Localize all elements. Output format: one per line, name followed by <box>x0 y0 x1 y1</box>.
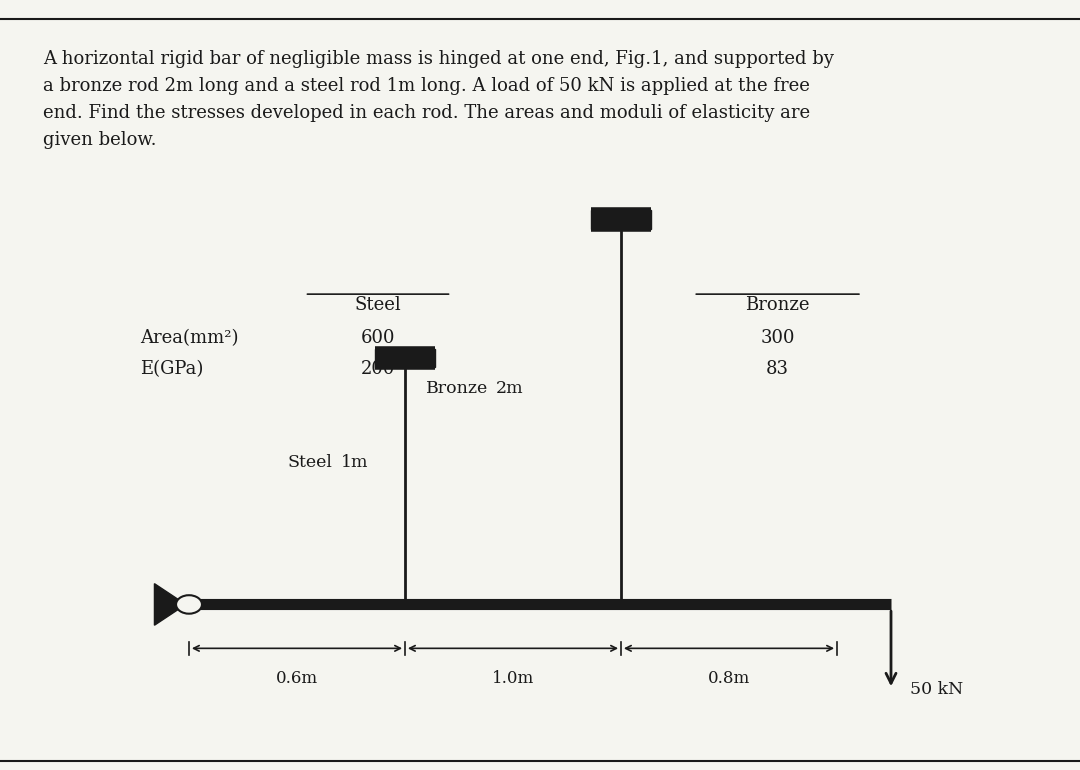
Text: 0.6m: 0.6m <box>275 670 319 687</box>
Text: Bronze: Bronze <box>745 296 810 314</box>
Text: Bronze: Bronze <box>426 380 488 397</box>
Text: 300: 300 <box>760 329 795 347</box>
Text: 2m: 2m <box>496 380 524 397</box>
Text: Steel: Steel <box>287 454 333 470</box>
Text: 83: 83 <box>766 360 789 377</box>
Bar <box>375 349 435 367</box>
Text: Area(mm²): Area(mm²) <box>140 329 239 347</box>
Text: 600: 600 <box>361 329 395 347</box>
Text: A horizontal rigid bar of negligible mass is hinged at one end, Fig.1, and suppo: A horizontal rigid bar of negligible mas… <box>43 50 834 149</box>
Circle shape <box>176 595 202 614</box>
Bar <box>591 210 651 229</box>
Text: Steel: Steel <box>354 296 402 314</box>
Text: 200: 200 <box>361 360 395 377</box>
Polygon shape <box>154 584 186 625</box>
Text: E(GPa): E(GPa) <box>140 360 204 377</box>
Text: 0.8m: 0.8m <box>707 670 751 687</box>
Text: 1.0m: 1.0m <box>491 670 535 687</box>
Text: 50 kN: 50 kN <box>910 681 963 698</box>
Text: 1m: 1m <box>340 454 368 470</box>
